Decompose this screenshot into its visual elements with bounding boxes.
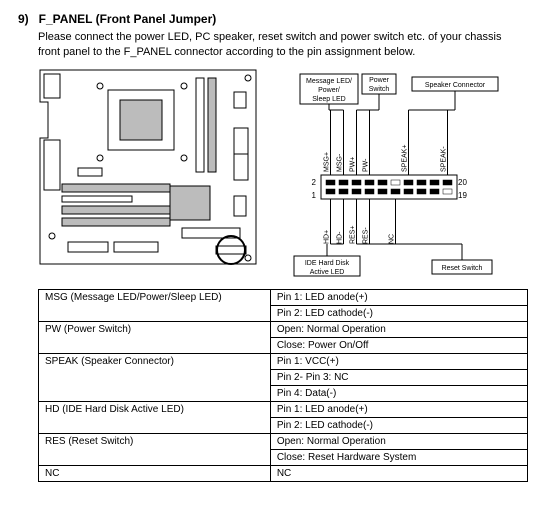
table-row: NCNC [39,465,528,481]
section-header: 9) F_PANEL (Front Panel Jumper) [18,12,522,26]
item-title: F_PANEL (Front Panel Jumper) [39,12,217,26]
table-row: PW (Power Switch)Open: Normal Operation [39,321,528,337]
svg-text:HD-: HD- [337,231,344,244]
svg-text:20: 20 [458,178,467,187]
svg-text:1: 1 [312,191,317,200]
pin-value: Pin 4: Data(-) [270,385,527,401]
table-row: SPEAK (Speaker Connector)Pin 1: VCC(+) [39,353,528,369]
pin-label: HD (IDE Hard Disk Active LED) [39,401,271,433]
svg-text:SPEAK+: SPEAK+ [402,144,409,171]
pin-value: Pin 1: LED anode(+) [270,289,527,305]
table-row: MSG (Message LED/Power/Sleep LED)Pin 1: … [39,289,528,305]
motherboard-diagram [38,68,258,268]
pin-value: Pin 1: VCC(+) [270,353,527,369]
pin-label: PW (Power Switch) [39,321,271,353]
svg-text:PW+: PW+ [350,156,357,171]
pin-value: NC [270,465,527,481]
pin-value: Open: Normal Operation [270,433,527,449]
svg-text:Reset Switch: Reset Switch [442,265,483,272]
svg-text:2: 2 [312,178,317,187]
pinout-diagram: 212019Message LED/Power/Sleep LEDPowerSw… [264,68,519,283]
svg-text:PW-: PW- [363,158,370,172]
svg-text:MSG-: MSG- [337,153,344,172]
table-row: RES (Reset Switch)Open: Normal Operation [39,433,528,449]
svg-text:Active LED: Active LED [310,269,345,276]
pin-value: Pin 2: LED cathode(-) [270,305,527,321]
svg-text:Power/: Power/ [318,87,340,94]
svg-text:Speaker Connector: Speaker Connector [425,82,486,89]
table-row: HD (IDE Hard Disk Active LED)Pin 1: LED … [39,401,528,417]
pin-label: RES (Reset Switch) [39,433,271,465]
svg-text:Power: Power [369,77,390,84]
pin-value: Close: Power On/Off [270,337,527,353]
figure-row: 212019Message LED/Power/Sleep LEDPowerSw… [38,68,522,283]
pin-label: SPEAK (Speaker Connector) [39,353,271,401]
section-description: Please connect the power LED, PC speaker… [38,30,522,60]
item-number: 9) [18,12,29,26]
svg-text:RES-: RES- [363,226,370,243]
svg-text:Sleep LED: Sleep LED [312,96,345,103]
svg-text:HD+: HD+ [324,229,331,243]
pin-value: Close: Reset Hardware System [270,449,527,465]
svg-text:19: 19 [458,191,467,200]
pin-value: Pin 2: LED cathode(-) [270,417,527,433]
svg-text:RES+: RES+ [350,225,357,243]
pin-value: Pin 2- Pin 3: NC [270,369,527,385]
pin-label: NC [39,465,271,481]
svg-text:IDE Hard Disk: IDE Hard Disk [305,260,350,267]
svg-text:Switch: Switch [369,86,390,93]
pin-value: Pin 1: LED anode(+) [270,401,527,417]
svg-text:Message LED/: Message LED/ [306,78,352,85]
pin-value: Open: Normal Operation [270,321,527,337]
pin-label: MSG (Message LED/Power/Sleep LED) [39,289,271,321]
svg-text:MSG+: MSG+ [324,152,331,172]
pin-table: MSG (Message LED/Power/Sleep LED)Pin 1: … [38,289,528,482]
svg-text:SPEAK-: SPEAK- [441,145,448,171]
svg-text:NC: NC [389,234,396,244]
